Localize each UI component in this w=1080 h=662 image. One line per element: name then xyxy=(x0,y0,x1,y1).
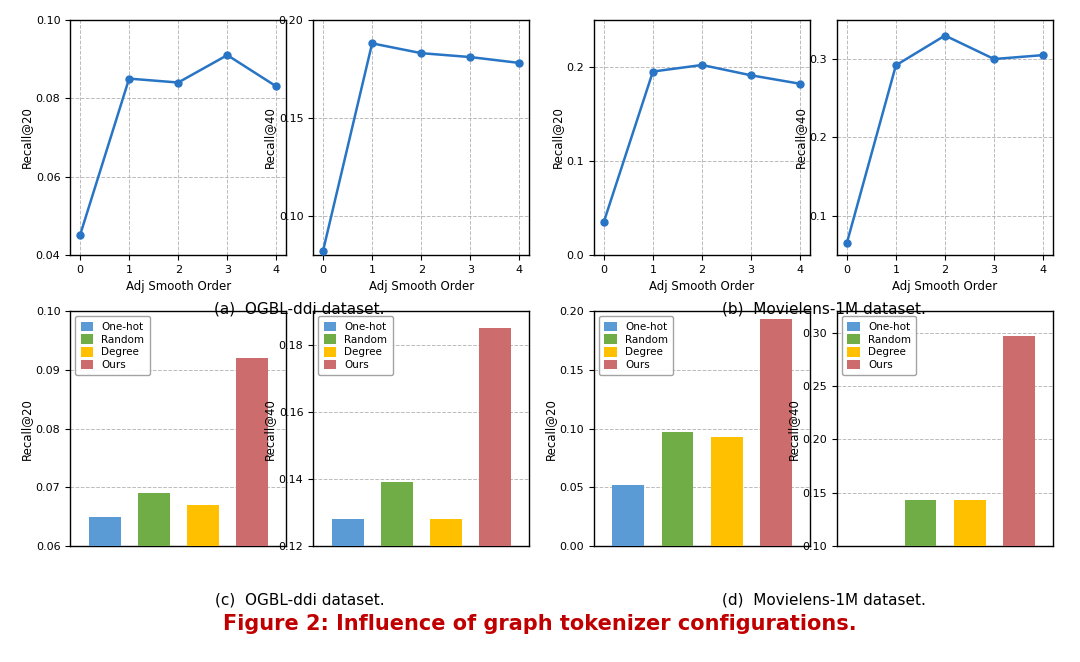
Text: (d)  Movielens-1M dataset.: (d) Movielens-1M dataset. xyxy=(721,592,926,608)
Bar xyxy=(905,500,936,653)
Y-axis label: Recall@20: Recall@20 xyxy=(543,398,557,459)
X-axis label: Adj Smooth Order: Adj Smooth Order xyxy=(125,280,231,293)
Bar xyxy=(187,505,218,662)
X-axis label: Adj Smooth Order: Adj Smooth Order xyxy=(649,280,755,293)
Bar xyxy=(661,432,693,546)
X-axis label: Adj Smooth Order: Adj Smooth Order xyxy=(892,280,998,293)
Text: (c)  OGBL-ddi dataset.: (c) OGBL-ddi dataset. xyxy=(215,592,384,608)
Bar xyxy=(612,485,645,546)
Text: Figure 2: Influence of graph tokenizer configurations.: Figure 2: Influence of graph tokenizer c… xyxy=(224,614,856,634)
Y-axis label: Recall@20: Recall@20 xyxy=(19,398,33,459)
Bar xyxy=(89,517,121,662)
Legend: One-hot, Random, Degree, Ours: One-hot, Random, Degree, Ours xyxy=(76,316,150,375)
Y-axis label: Recall@20: Recall@20 xyxy=(551,107,564,168)
Y-axis label: Recall@20: Recall@20 xyxy=(19,107,33,168)
Bar xyxy=(381,483,413,662)
Y-axis label: Recall@40: Recall@40 xyxy=(262,107,276,168)
Y-axis label: Recall@40: Recall@40 xyxy=(262,398,276,459)
Bar xyxy=(855,548,888,653)
Text: (b)  Movielens-1M dataset.: (b) Movielens-1M dataset. xyxy=(721,301,926,316)
Bar xyxy=(711,437,743,546)
Bar xyxy=(332,519,364,662)
X-axis label: Adj Smooth Order: Adj Smooth Order xyxy=(368,280,474,293)
Y-axis label: Recall@40: Recall@40 xyxy=(794,107,807,168)
Bar xyxy=(759,319,792,546)
Bar xyxy=(1002,336,1035,653)
Text: (a)  OGBL-ddi dataset.: (a) OGBL-ddi dataset. xyxy=(215,301,384,316)
Legend: One-hot, Random, Degree, Ours: One-hot, Random, Degree, Ours xyxy=(842,316,917,375)
Y-axis label: Recall@40: Recall@40 xyxy=(786,398,800,459)
Bar xyxy=(235,358,268,662)
Bar xyxy=(138,493,170,662)
Bar xyxy=(954,500,986,653)
Bar xyxy=(430,519,462,662)
Legend: One-hot, Random, Degree, Ours: One-hot, Random, Degree, Ours xyxy=(319,316,393,375)
Bar xyxy=(478,328,511,662)
Legend: One-hot, Random, Degree, Ours: One-hot, Random, Degree, Ours xyxy=(599,316,674,375)
